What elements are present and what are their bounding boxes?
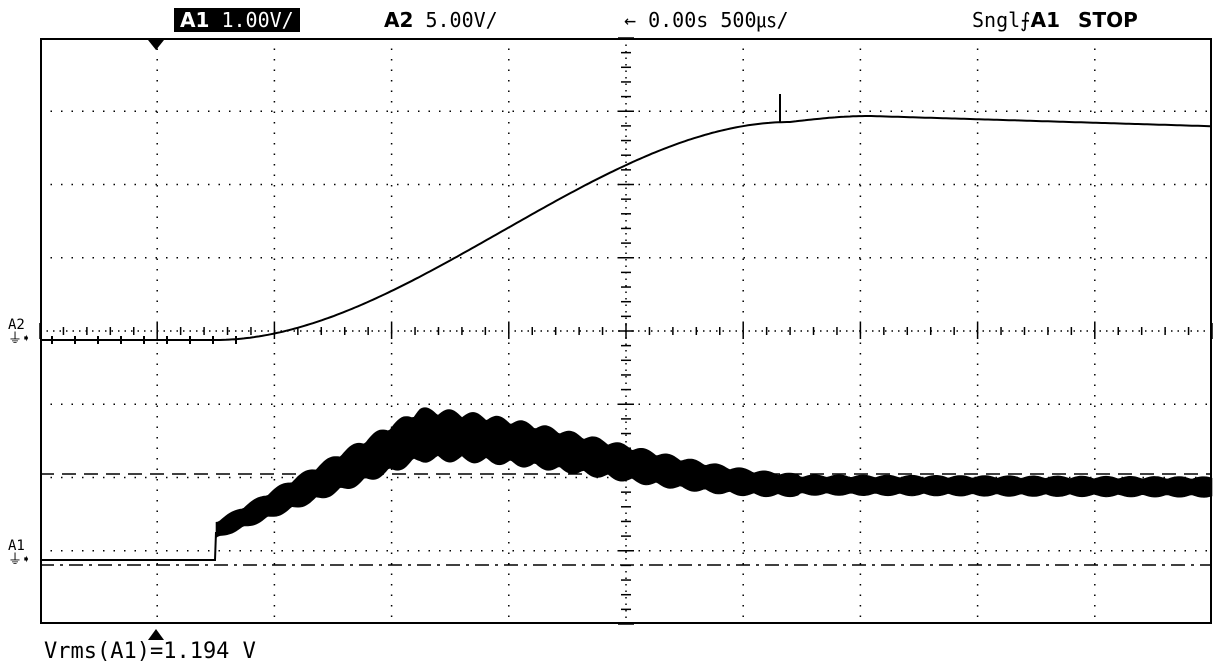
trigger-mode: Sngl	[972, 8, 1021, 32]
rising-edge-icon: ⨍	[1020, 8, 1031, 32]
reference-lines	[40, 473, 1212, 566]
channel-a1-ground-marker[interactable]: A1 ⏚➧	[8, 539, 30, 567]
channel-a2-name: A2	[384, 8, 414, 32]
position-markers	[148, 40, 164, 640]
channel-a2-volts-per-div: 5.00V/	[425, 8, 498, 32]
trigger-source: A1	[1030, 8, 1060, 32]
ground-icon: ⏚➧	[8, 552, 31, 568]
trace-a1	[42, 531, 217, 561]
channel-a2-scale[interactable]: A2 5.00V/	[384, 8, 498, 32]
channel-a1-marker-label: A1	[8, 538, 25, 554]
timebase-readout[interactable]: ← 0.00s 500㎲/	[624, 8, 789, 32]
ground-icon: ⏚➧	[8, 331, 31, 347]
channel-a1-scale[interactable]: A1 1.00V/	[174, 8, 300, 32]
run-state: STOP	[1078, 8, 1138, 32]
delay-value: 0.00s	[648, 8, 709, 32]
channel-a1-name: A1	[180, 8, 210, 32]
trigger-position-marker-top[interactable]	[148, 40, 164, 50]
timebase-value: 500㎲/	[720, 8, 789, 32]
channel-a1-volts-per-div: 1.00V/	[221, 8, 294, 32]
delay-arrow-icon: ←	[624, 8, 637, 32]
channel-a2-marker-label: A2	[8, 317, 25, 333]
trace-a1-envelope	[215, 407, 1213, 539]
trigger-readout[interactable]: Sngl⨍A1 STOP	[972, 8, 1138, 32]
trace-a2	[40, 94, 1211, 344]
trigger-position-marker-bottom[interactable]	[148, 629, 164, 640]
vrms-measurement: Vrms(A1)=1.194 V	[44, 639, 256, 664]
channel-a2-ground-marker[interactable]: A2 ⏚➧	[8, 318, 30, 346]
